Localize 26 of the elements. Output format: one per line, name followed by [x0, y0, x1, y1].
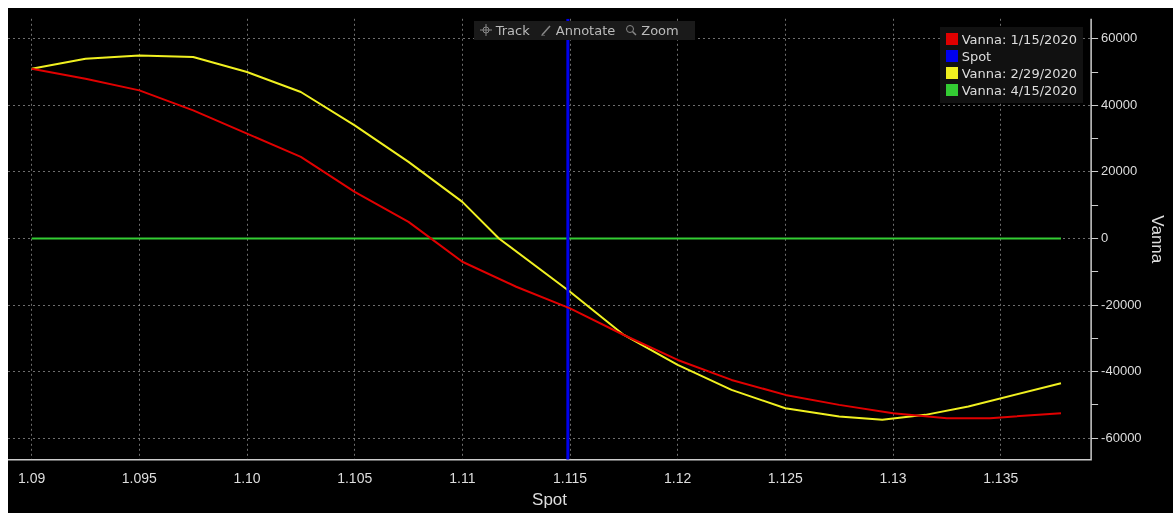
legend-label: Vanna: 4/15/2020 — [961, 81, 1078, 99]
x-tick-label: 1.11 — [449, 470, 476, 487]
y-tick-label: -40000 — [1101, 363, 1142, 379]
y-axis-title: Vanna — [1148, 215, 1168, 264]
x-tick-label: 1.125 — [767, 470, 804, 487]
annotation: Zoom — [641, 22, 679, 38]
legend-label: Vanna: 1/15/2020 — [961, 30, 1078, 48]
legend-label: Vanna: 2/29/2020 — [961, 64, 1078, 82]
x-tick-label: 1.13 — [879, 470, 907, 487]
annotation: Track — [495, 22, 530, 38]
x-tick-label: 1.115 — [553, 470, 588, 487]
x-tick-label: 1.09 — [18, 470, 46, 487]
x-tick-label: 1.135 — [983, 470, 1019, 487]
y-tick-label: 0 — [1101, 230, 1109, 246]
x-tick-label: 1.12 — [664, 470, 692, 487]
y-tick-label: 60000 — [1101, 30, 1138, 46]
y-tick-label: 40000 — [1101, 96, 1138, 112]
x-tick-label: 1.095 — [121, 470, 158, 487]
y-tick-label: -60000 — [1101, 429, 1142, 445]
y-tick-label: 20000 — [1101, 163, 1138, 179]
annotation: Annotate — [555, 22, 616, 38]
y-tick-label: -20000 — [1101, 296, 1142, 312]
x-axis-title: Spot — [532, 490, 568, 510]
x-tick-label: 1.10 — [233, 470, 261, 487]
legend-label: Spot — [961, 47, 992, 65]
x-tick-label: 1.105 — [337, 470, 373, 487]
